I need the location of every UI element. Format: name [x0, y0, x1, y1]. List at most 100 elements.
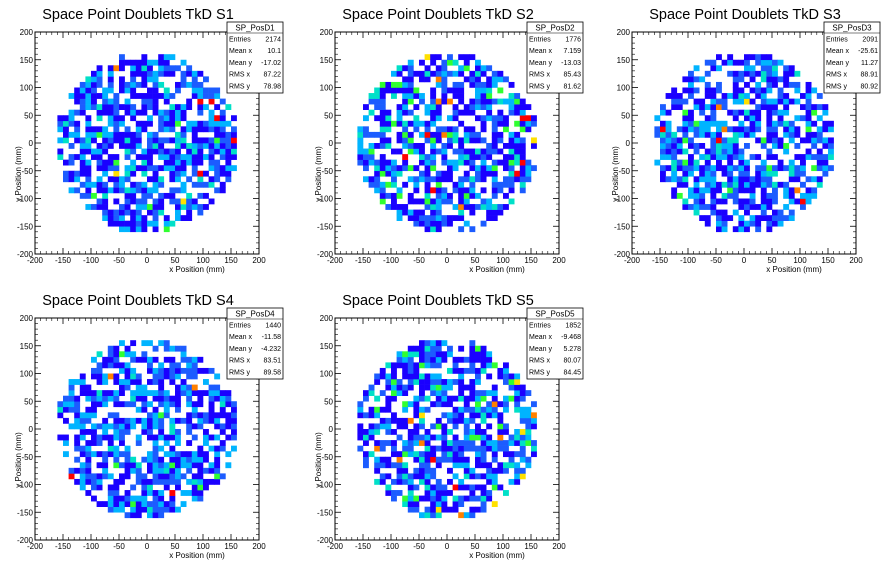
heatmap-cell [463, 176, 470, 183]
heatmap-cell [225, 143, 232, 149]
heatmap-cell [107, 490, 114, 496]
heatmap-cell [85, 456, 92, 463]
stats-histogram-name: SP_PosD2 [535, 24, 575, 33]
heatmap-cell [794, 98, 801, 105]
heatmap-cell [413, 120, 420, 127]
heatmap-cell [368, 412, 375, 419]
heatmap-cell [413, 506, 420, 513]
heatmap-cell [463, 76, 470, 83]
heatmap-cell [716, 104, 722, 110]
heatmap-cell [368, 143, 375, 149]
heatmap-cell [732, 143, 739, 149]
heatmap-cell [197, 93, 204, 99]
heatmap-cell [452, 159, 459, 166]
heatmap-cell [163, 137, 170, 144]
heatmap-cell [141, 484, 148, 491]
heatmap-cell [124, 490, 131, 496]
heatmap-cell [435, 220, 442, 227]
heatmap-cell [738, 87, 745, 94]
heatmap-cell [231, 434, 237, 441]
heatmap-cell [357, 148, 364, 155]
heatmap-cell [107, 159, 114, 166]
heatmap-cell [430, 473, 437, 480]
heatmap-cell [175, 148, 181, 155]
heatmap-cell [430, 220, 437, 227]
heatmap-cell [419, 473, 425, 480]
stats-value: 88.91 [860, 72, 878, 79]
heatmap-cell [732, 76, 739, 83]
heatmap-cell [447, 54, 453, 61]
heatmap-cell [458, 204, 465, 210]
y-tick-label: -100 [317, 195, 334, 204]
heatmap-cell [208, 165, 215, 172]
heatmap-cell [519, 181, 526, 188]
heatmap-cell [91, 154, 97, 160]
heatmap-cell [175, 417, 181, 424]
heatmap-cell [671, 143, 678, 149]
y-tick-label: -150 [17, 222, 34, 231]
heatmap-cell [811, 165, 818, 172]
heatmap-cell [152, 406, 159, 413]
heatmap-cell [503, 451, 509, 458]
heatmap-cell [419, 59, 425, 66]
heatmap-cell [208, 98, 215, 105]
heatmap-cell [480, 429, 487, 435]
heatmap-cell [738, 131, 745, 138]
heatmap-cell [175, 120, 181, 127]
heatmap-cell [452, 423, 459, 430]
heatmap-cell [693, 192, 700, 199]
histogram-panel-2: Space Point Doublets TkD S2-200 -150 -100-… [314, 7, 584, 274]
stats-label: RMS y [229, 370, 251, 377]
heatmap-cell [463, 456, 470, 463]
heatmap-cell [396, 384, 403, 391]
heatmap-cell [447, 176, 453, 183]
heatmap-cell [135, 126, 142, 133]
heatmap-cell [214, 148, 221, 155]
heatmap-cell [231, 165, 237, 172]
heatmap-cell [158, 434, 165, 441]
heatmap-cell [63, 451, 69, 458]
heatmap-cell [503, 204, 509, 210]
heatmap-cell [469, 176, 476, 183]
heatmap-cell [447, 429, 453, 435]
heatmap-cell [458, 54, 465, 61]
heatmap-cell [497, 187, 504, 194]
heatmap-cell [102, 198, 109, 205]
heatmap-cell [130, 401, 137, 408]
heatmap-cell [788, 70, 795, 77]
heatmap-cell [79, 451, 86, 458]
heatmap-cell [783, 204, 790, 210]
heatmap-cell [219, 473, 226, 480]
heatmap-cell [107, 109, 114, 116]
heatmap-cell [119, 440, 125, 446]
heatmap-cell [463, 473, 470, 480]
heatmap-cell [676, 93, 683, 99]
heatmap-cell [68, 187, 75, 194]
heatmap-cell [208, 467, 215, 474]
heatmap-cell [124, 187, 131, 194]
heatmap-cell [180, 345, 187, 352]
heatmap-cell [203, 204, 209, 210]
heatmap-cell [772, 76, 778, 83]
heatmap-cell [458, 451, 465, 458]
heatmap-cell [68, 401, 75, 408]
heatmap-cell [783, 126, 790, 133]
heatmap-cell [430, 484, 437, 491]
heatmap-cell [508, 137, 515, 144]
heatmap-cell [732, 70, 739, 77]
heatmap-cell [191, 362, 198, 369]
heatmap-cell [682, 115, 689, 122]
heatmap-cell [124, 362, 131, 369]
heatmap-cell [508, 440, 515, 446]
heatmap-cell [441, 456, 448, 463]
heatmap-cell [452, 148, 459, 155]
heatmap-cell [721, 59, 728, 66]
heatmap-cell [180, 356, 187, 363]
stats-label: Entries [529, 36, 551, 43]
heatmap-cell [828, 148, 834, 155]
heatmap-cell [391, 362, 397, 369]
heatmap-cell [441, 440, 448, 446]
heatmap-cell [396, 351, 403, 358]
heatmap-cell [197, 204, 204, 210]
heatmap-cell [514, 98, 521, 105]
